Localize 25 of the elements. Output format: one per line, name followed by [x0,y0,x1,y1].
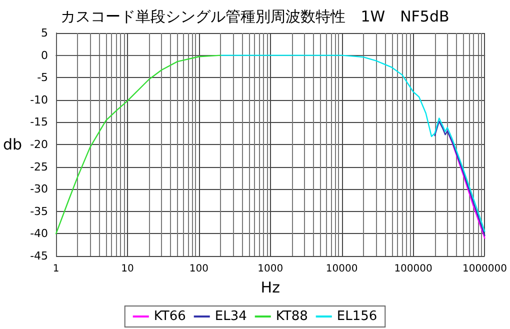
y-tick-label: -40 [30,227,48,240]
y-axis-title: db [2,136,22,154]
y-tick-label: 0 [41,48,48,62]
x-axis-title: Hz [260,278,280,296]
legend-label: KT88 [276,309,308,324]
x-tick-label: 100 [189,264,208,274]
y-tick-label: -30 [30,182,48,196]
y-tick-label: -35 [30,204,48,218]
legend-label: EL156 [336,309,378,324]
x-tick-label: 10 [121,264,134,274]
y-tick-label: -15 [30,116,48,129]
x-tick-label: 100000 [394,264,432,274]
chart-title: カスコード単段シングル管種別周波数特性 1W NF5dB [60,8,450,26]
x-tick-label: 1000 [258,264,284,274]
y-tick-label: -25 [30,160,48,174]
x-tick-label: 1 [52,264,60,274]
y-tick-label: -5 [37,71,48,84]
legend-label: EL34 [214,309,247,324]
legend-label: KT66 [154,309,186,324]
y-tick-label: 5 [41,26,48,40]
x-tick-label: 1000000 [462,264,508,274]
y-tick-label: -20 [30,138,48,151]
y-tick-label: -45 [30,250,48,262]
x-tick-label: 10000 [326,264,358,274]
y-tick-label: -10 [30,93,48,106]
